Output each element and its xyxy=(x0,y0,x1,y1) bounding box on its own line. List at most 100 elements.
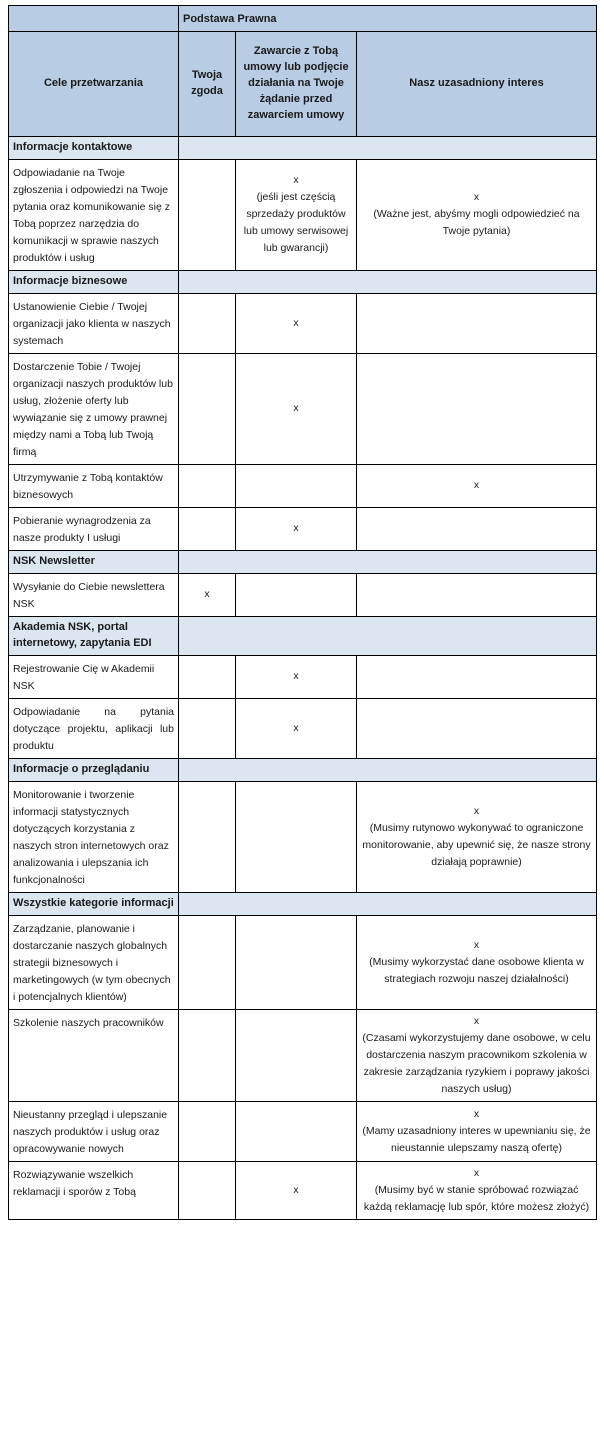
check-mark: x xyxy=(293,316,299,329)
section-row: Wszystkie kategorie informacji xyxy=(8,891,598,916)
table-row: Monitorowanie i tworzenie informacji sta… xyxy=(8,780,598,893)
section-row: Informacje kontaktowe xyxy=(8,136,598,160)
table-row: Dostarczenie Tobie / Twojej organizacji … xyxy=(8,352,598,465)
cell-consent xyxy=(178,1100,236,1162)
cell-consent xyxy=(178,1008,236,1102)
cell-purpose: Pobieranie wynagrodzenia za nasze produk… xyxy=(8,506,179,551)
check-mark: x xyxy=(473,1014,480,1027)
check-mark: x xyxy=(473,1166,480,1179)
section-title: Informacje o przeglądaniu xyxy=(8,757,179,782)
header-columns-row: Cele przetwarzania Twoja zgoda Zawarcie … xyxy=(8,31,598,137)
cell-legitimate-interest xyxy=(355,352,598,465)
cell-purpose: Szkolenie naszych pracowników xyxy=(8,1008,179,1102)
cell-purpose: Monitorowanie i tworzenie informacji sta… xyxy=(8,780,179,893)
cell-note: (Musimy wykorzystać dane osobowe klienta… xyxy=(369,955,584,985)
cell-note: (Musimy być w stanie spróbować rozwiązać… xyxy=(363,1183,590,1213)
table-row: Odpowiadanie na pytania dotyczące projek… xyxy=(8,697,598,759)
table-row: Ustanowienie Ciebie / Twojej organizacji… xyxy=(8,292,598,354)
section-title: Wszystkie kategorie informacji xyxy=(8,891,179,916)
section-filler-cell xyxy=(177,891,598,916)
header-corner-cell xyxy=(8,5,179,32)
cell-contract: x xyxy=(235,292,357,354)
cell-note: (Mamy uzasadniony interes w upewnianiu s… xyxy=(362,1124,591,1154)
cell-note: (Musimy rutynowo wykonywać to ograniczon… xyxy=(362,821,591,868)
cell-legitimate-interest xyxy=(355,506,598,551)
check-mark: x xyxy=(473,804,480,817)
cell-legitimate-interest: x xyxy=(355,463,598,508)
table-body: Informacje kontaktowe Odpowiadanie na Two… xyxy=(8,136,598,1220)
cell-purpose: Rozwiązywanie wszelkich reklamacji i spo… xyxy=(8,1160,179,1220)
cell-contract xyxy=(235,914,357,1010)
section-filler-cell xyxy=(177,757,598,782)
section-row: NSK Newsletter xyxy=(8,549,598,574)
cell-consent xyxy=(178,654,236,699)
column-header-contract: Zawarcie z Tobą umowy lub podjęcie dział… xyxy=(235,31,357,137)
section-filler-cell xyxy=(177,615,598,656)
table-row: Rozwiązywanie wszelkich reklamacji i spo… xyxy=(8,1160,598,1220)
cell-consent xyxy=(178,780,236,893)
section-row: Informacje biznesowe xyxy=(8,269,598,294)
section-title: NSK Newsletter xyxy=(8,549,179,574)
cell-contract: x (jeśli jest częścią sprzedaży produktów… xyxy=(235,158,357,271)
cell-contract xyxy=(235,463,357,508)
check-mark: x xyxy=(293,1183,299,1196)
cell-contract: x xyxy=(235,654,357,699)
check-mark: x xyxy=(473,938,480,951)
column-header-purpose: Cele przetwarzania xyxy=(8,31,179,137)
cell-consent xyxy=(178,697,236,759)
table-row: Utrzymywanie z Tobą kontaktów biznesowyc… xyxy=(8,463,598,508)
cell-note: (Czasami wykorzystujemy dane osobowe, w … xyxy=(362,1031,591,1095)
cell-purpose: Dostarczenie Tobie / Twojej organizacji … xyxy=(8,352,179,465)
cell-consent xyxy=(178,914,236,1010)
cell-legitimate-interest: x (Czasami wykorzystujemy dane osobowe, w… xyxy=(355,1008,598,1102)
cell-contract xyxy=(235,1008,357,1102)
cell-purpose: Utrzymywanie z Tobą kontaktów biznesowyc… xyxy=(8,463,179,508)
cell-purpose: Zarządzanie, planowanie i dostarczanie n… xyxy=(8,914,179,1010)
section-filler-cell xyxy=(177,549,598,574)
cell-consent xyxy=(178,1160,236,1220)
section-title: Akademia NSK, portal internetowy, zapyta… xyxy=(8,615,179,656)
cell-consent xyxy=(178,158,236,271)
section-row: Akademia NSK, portal internetowy, zapyta… xyxy=(8,615,598,656)
cell-consent xyxy=(178,506,236,551)
check-mark: x xyxy=(293,522,299,535)
table-row: Zarządzanie, planowanie i dostarczanie n… xyxy=(8,914,598,1010)
cell-contract: x xyxy=(235,352,357,465)
cell-legitimate-interest xyxy=(355,697,598,759)
section-title: Informacje biznesowe xyxy=(8,269,179,294)
cell-legitimate-interest xyxy=(355,292,598,354)
cell-legitimate-interest: x (Ważne jest, abyśmy mogli odpowiedzieć … xyxy=(355,158,598,271)
section-filler-cell xyxy=(177,136,598,160)
section-filler-cell xyxy=(177,269,598,294)
cell-legitimate-interest xyxy=(355,654,598,699)
cell-purpose: Nieustanny przegląd i ulepszanie naszych… xyxy=(8,1100,179,1162)
table-header: Podstawa Prawna Cele przetwarzania Twoja… xyxy=(8,5,598,137)
cell-legitimate-interest: x (Mamy uzasadniony interes w upewnianiu … xyxy=(355,1100,598,1162)
table-row: Pobieranie wynagrodzenia za nasze produk… xyxy=(8,506,598,551)
table-row: Nieustanny przegląd i ulepszanie naszych… xyxy=(8,1100,598,1162)
cell-purpose: Ustanowienie Ciebie / Twojej organizacji… xyxy=(8,292,179,354)
check-mark: x xyxy=(473,1107,480,1120)
cell-purpose: Odpowiadanie na Twoje zgłoszenia i odpow… xyxy=(8,158,179,271)
cell-legitimate-interest xyxy=(355,572,598,617)
cell-consent xyxy=(178,292,236,354)
table-row: Odpowiadanie na Twoje zgłoszenia i odpow… xyxy=(8,158,598,271)
check-mark: x xyxy=(293,721,299,734)
cell-contract: x xyxy=(235,506,357,551)
check-mark: x xyxy=(204,588,210,601)
table-row: Szkolenie naszych pracowników x (Czasami w… xyxy=(8,1008,598,1102)
header-group-row: Podstawa Prawna xyxy=(8,5,598,32)
check-mark: x xyxy=(473,479,480,492)
cell-legitimate-interest: x (Musimy być w stanie spróbować rozwiąza… xyxy=(355,1160,598,1220)
check-mark: x xyxy=(293,402,299,415)
cell-consent xyxy=(178,352,236,465)
cell-note: (Ważne jest, abyśmy mogli odpowiedzieć n… xyxy=(373,208,580,238)
legal-basis-table: Podstawa Prawna Cele przetwarzania Twoja… xyxy=(8,5,598,1220)
cell-purpose: Rejestrowanie Cię w Akademii NSK xyxy=(8,654,179,699)
cell-purpose: Wysyłanie do Ciebie newslettera NSK xyxy=(8,572,179,617)
header-group-legal-basis: Podstawa Prawna xyxy=(177,5,598,32)
cell-consent xyxy=(178,463,236,508)
section-title: Informacje kontaktowe xyxy=(8,136,179,160)
table-row: Wysyłanie do Ciebie newslettera NSK x xyxy=(8,572,598,617)
